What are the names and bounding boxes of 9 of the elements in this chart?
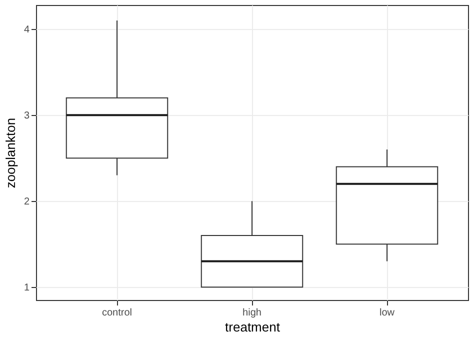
- x-tick-label: control: [102, 308, 132, 318]
- y-tick-label: 4: [24, 24, 30, 36]
- x-tick-label: low: [379, 308, 396, 318]
- x-axis-title: treatment: [225, 320, 280, 334]
- y-axis-title: zooplankton: [2, 118, 18, 188]
- y-tick-label: 2: [24, 196, 30, 208]
- y-tick-label: 3: [24, 110, 30, 122]
- y-tick-label: 1: [24, 282, 30, 294]
- x-tick-label: high: [242, 308, 262, 318]
